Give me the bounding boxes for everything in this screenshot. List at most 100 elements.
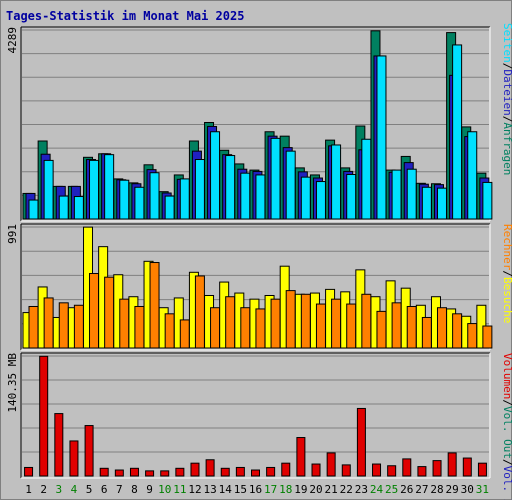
day-label-2: 2 <box>40 483 47 496</box>
day-label-27: 27 <box>415 483 428 496</box>
panel-hits: 4289 <box>6 26 493 222</box>
bar-seiten-day-7 <box>119 179 130 220</box>
bar-seiten-day-3 <box>58 195 69 220</box>
legend-item: Volumen <box>501 353 512 399</box>
bar-rechner-day-2 <box>43 297 54 349</box>
bar-seiten-day-24 <box>376 55 387 220</box>
bar-volumen-day-31 <box>477 462 487 477</box>
bar-rechner-day-23 <box>361 293 372 349</box>
bar-volumen-day-29 <box>447 452 457 477</box>
y-axis-max-label: 140.35 MB <box>6 353 19 413</box>
bar-seiten-day-13 <box>210 131 221 220</box>
day-label-9: 9 <box>146 483 153 496</box>
day-label-19: 19 <box>294 483 307 496</box>
bar-seiten-day-1 <box>28 199 39 220</box>
bar-seiten-day-12 <box>194 159 205 220</box>
bar-rechner-day-6 <box>104 276 115 349</box>
day-label-22: 22 <box>340 483 353 496</box>
bar-volumen-day-2 <box>39 355 49 477</box>
y-axis-max-label: 4289 <box>6 27 19 54</box>
day-label-23: 23 <box>355 483 368 496</box>
bar-seiten-day-23 <box>361 138 372 220</box>
day-label-28: 28 <box>430 483 443 496</box>
bar-volumen-day-25 <box>387 465 397 477</box>
bar-volumen-day-28 <box>432 460 442 477</box>
bar-volumen-day-18 <box>281 462 291 477</box>
bar-rechner-day-17 <box>270 298 281 349</box>
bar-volumen-day-6 <box>99 467 109 477</box>
panel-volume: 140.35 MB <box>6 352 491 479</box>
bar-seiten-day-21 <box>331 144 342 220</box>
legend-separator: / <box>501 459 512 466</box>
chart-panels: 4289 991 140.35 MB <box>6 26 493 479</box>
bar-rechner-day-15 <box>240 307 251 349</box>
bar-rechner-day-30 <box>467 323 478 349</box>
bar-seiten-day-8 <box>134 186 145 220</box>
bar-seiten-day-29 <box>452 44 463 220</box>
bar-volumen-day-12 <box>190 462 200 477</box>
bar-rechner-day-4 <box>73 304 84 349</box>
day-label-6: 6 <box>101 483 108 496</box>
legend-separator: / <box>501 270 512 277</box>
bar-seiten-day-25 <box>391 169 402 220</box>
bar-seiten-day-28 <box>436 187 447 220</box>
day-label-21: 21 <box>325 483 338 496</box>
day-label-13: 13 <box>203 483 216 496</box>
bar-rechner-day-11 <box>179 319 190 349</box>
day-label-24: 24 <box>370 483 384 496</box>
legend-item: Vol. Out <box>501 406 512 459</box>
bar-volumen-day-15 <box>235 466 245 477</box>
bar-volumen-day-11 <box>175 467 185 477</box>
bar-volumen-day-10 <box>160 470 170 477</box>
legends: Seiten/Dateien/AnfragenRechner/BesucheVo… <box>501 23 512 500</box>
legend-separator: / <box>501 63 512 70</box>
bar-rechner-day-22 <box>346 303 357 349</box>
bar-volumen-day-4 <box>69 440 79 477</box>
bar-seiten-day-31 <box>482 181 493 220</box>
day-label-11: 11 <box>173 483 186 496</box>
bar-volumen-day-22 <box>341 464 351 477</box>
bar-volumen-day-9 <box>145 470 155 477</box>
bar-seiten-day-5 <box>89 159 100 220</box>
day-label-14: 14 <box>219 483 233 496</box>
day-label-30: 30 <box>461 483 474 496</box>
day-label-26: 26 <box>400 483 413 496</box>
legend-item: Besuche <box>501 277 512 323</box>
bar-rechner-day-12 <box>194 275 205 349</box>
bar-rechner-day-16 <box>255 308 266 349</box>
day-label-17: 17 <box>264 483 277 496</box>
bar-seiten-day-16 <box>255 174 266 220</box>
bar-rechner-day-13 <box>210 307 221 349</box>
day-label-10: 10 <box>158 483 171 496</box>
bar-volumen-day-13 <box>205 459 215 477</box>
bar-seiten-day-2 <box>43 159 54 220</box>
bar-volumen-day-7 <box>114 469 124 477</box>
day-label-20: 20 <box>309 483 322 496</box>
bar-rechner-day-25 <box>391 302 402 349</box>
day-label-7: 7 <box>116 483 123 496</box>
bar-volumen-day-3 <box>54 413 64 477</box>
bar-rechner-day-29 <box>452 313 463 349</box>
y-axis-max-label: 991 <box>6 224 19 244</box>
legend-item: Dateien <box>501 69 512 115</box>
bar-volumen-day-5 <box>84 425 94 477</box>
bar-volumen-day-21 <box>326 452 336 477</box>
chart-title: Tages-Statistik im Monat Mai 2025 <box>6 9 244 23</box>
bar-volumen-day-8 <box>129 467 139 477</box>
bar-seiten-day-11 <box>179 178 190 220</box>
day-label-12: 12 <box>188 483 201 496</box>
bar-rechner-day-21 <box>331 298 342 349</box>
bar-seiten-day-6 <box>104 154 115 220</box>
day-label-25: 25 <box>385 483 398 496</box>
bar-volumen-day-27 <box>417 466 427 477</box>
legend-item: Anfragen <box>501 122 512 175</box>
day-label-15: 15 <box>234 483 247 496</box>
day-label-29: 29 <box>446 483 459 496</box>
bar-rechner-day-18 <box>285 290 296 349</box>
bar-rechner-day-10 <box>164 313 175 349</box>
bar-rechner-day-28 <box>436 307 447 349</box>
day-label-5: 5 <box>86 483 93 496</box>
bar-seiten-day-15 <box>240 172 251 220</box>
